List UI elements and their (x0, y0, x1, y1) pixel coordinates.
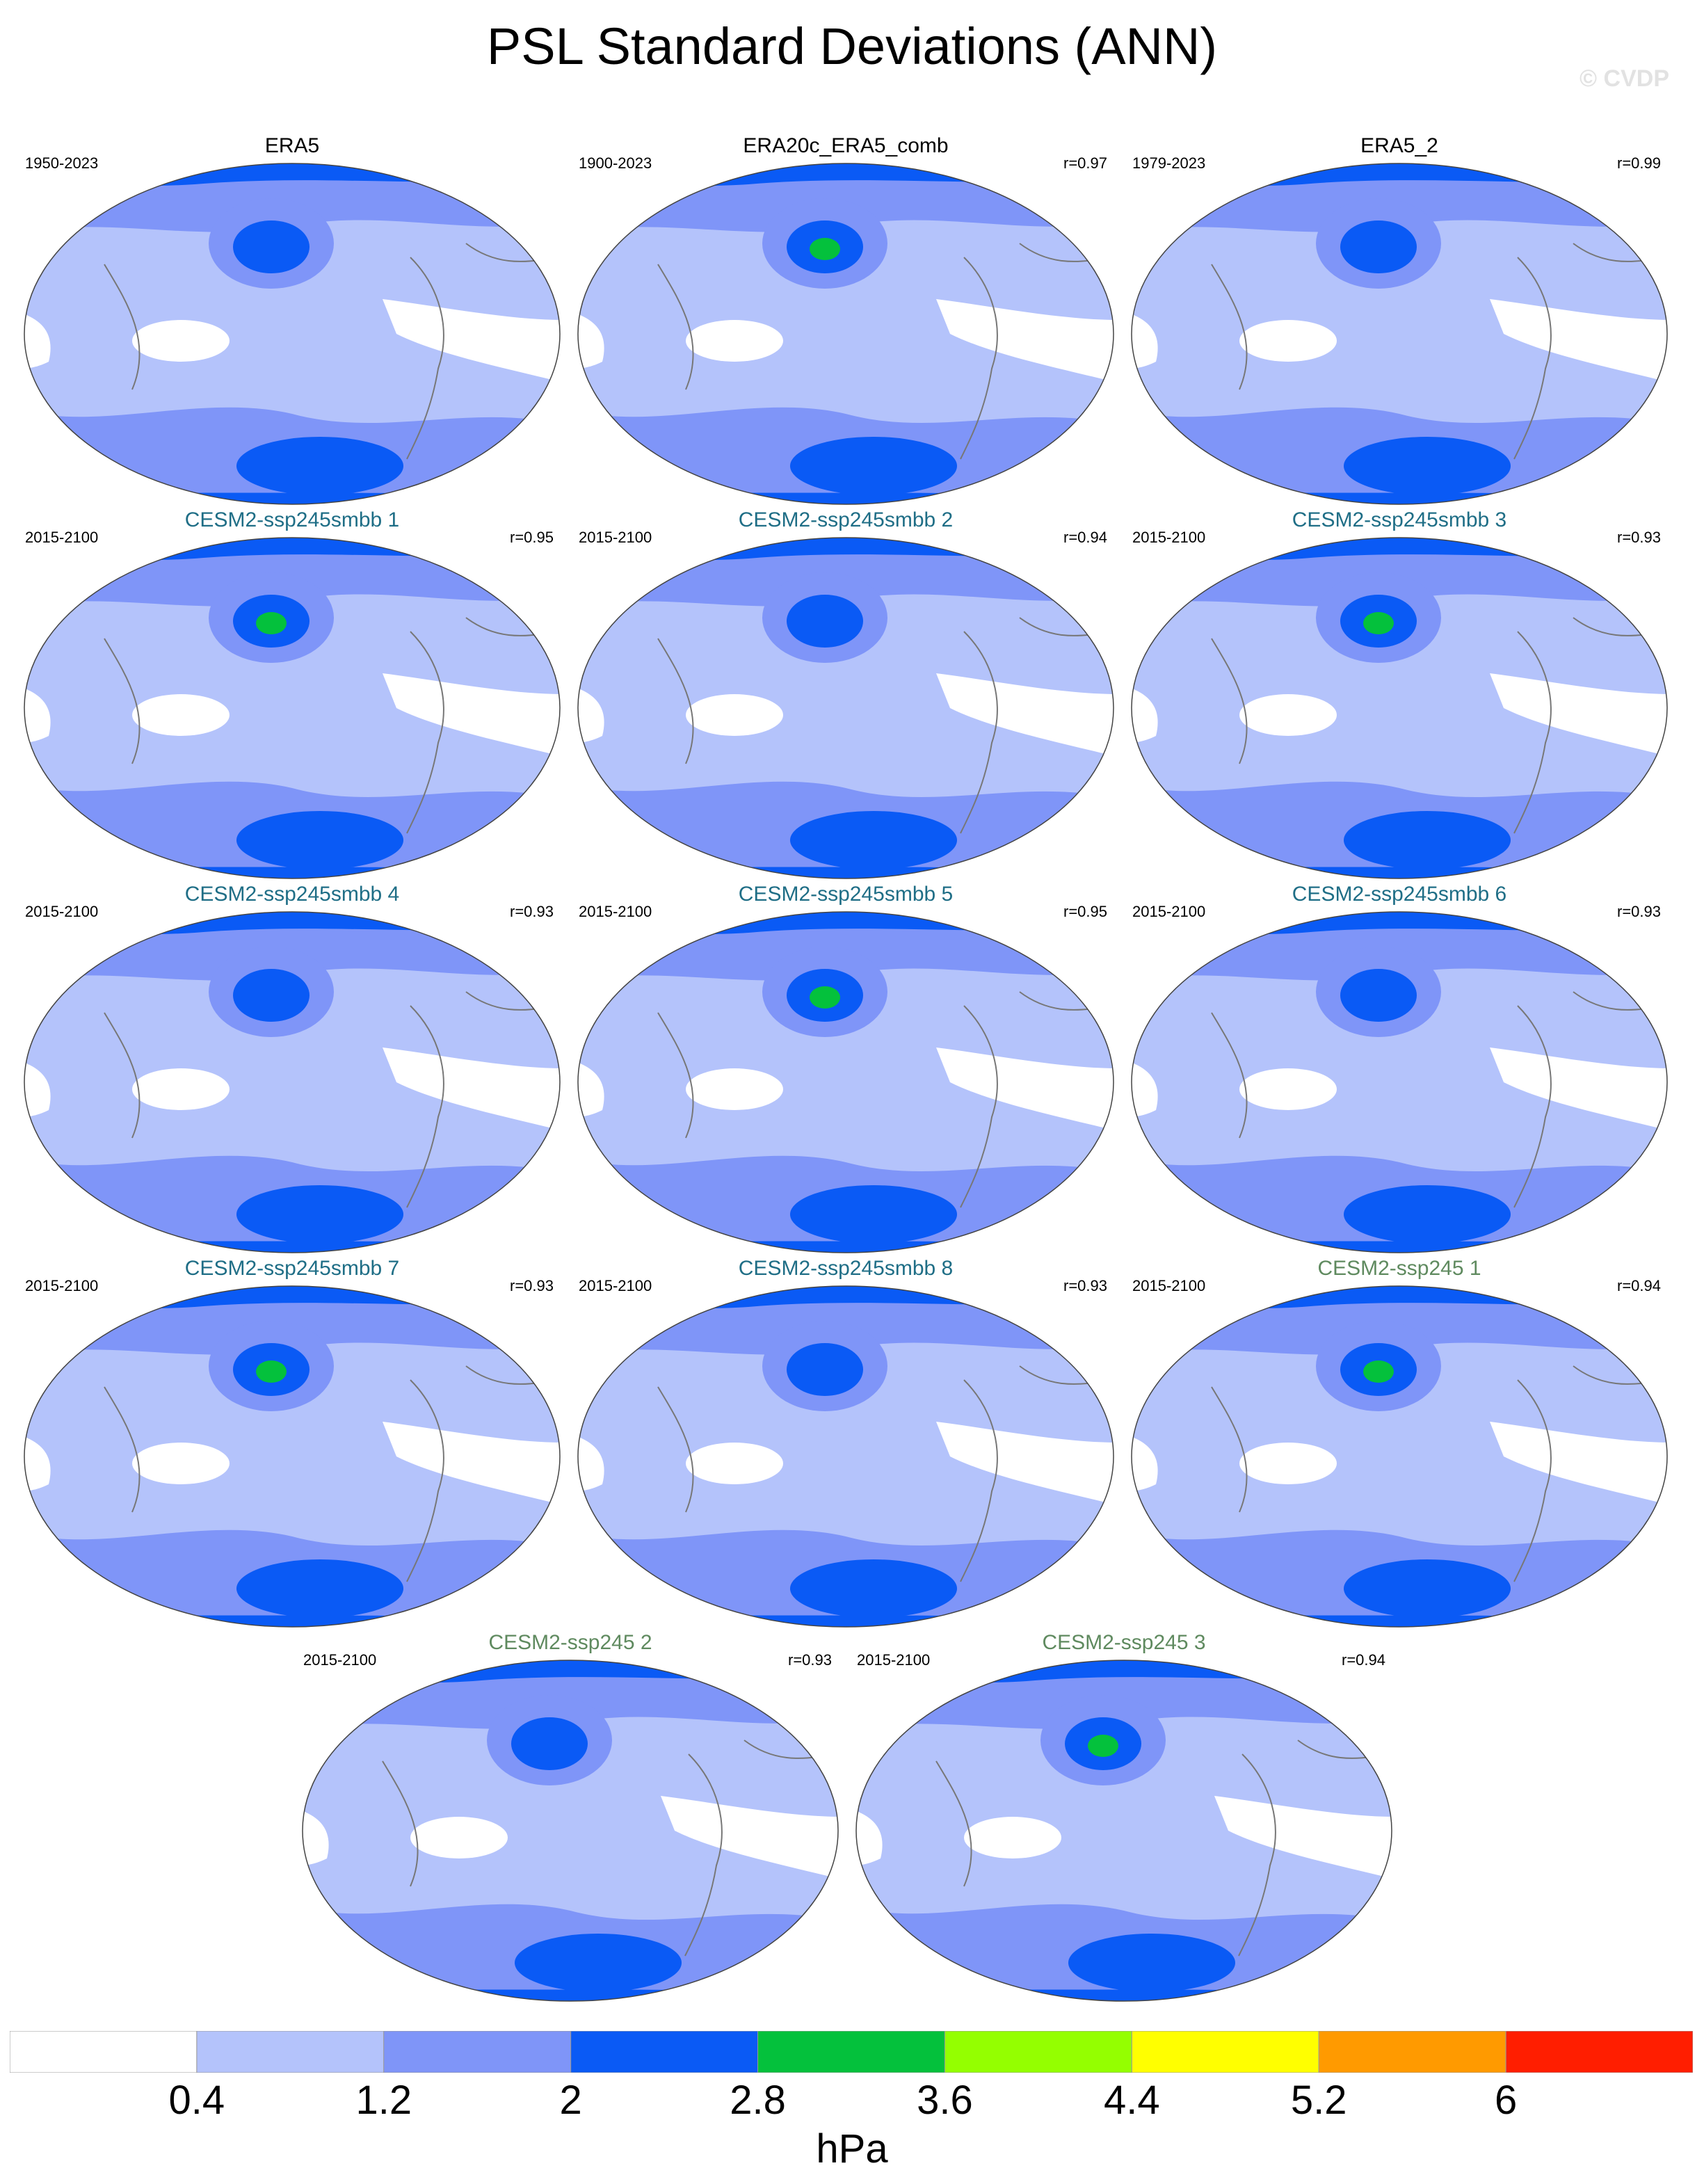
panel-period: 2015-2100 (1132, 903, 1206, 920)
figure-title: PSL Standard Deviations (ANN) (486, 17, 1218, 75)
cvdp-credit: © CVDP (1580, 65, 1669, 92)
colorbar-tick-label: 3.6 (917, 2078, 973, 2123)
panel-correlation: r=0.93 (510, 903, 554, 920)
map-panel: CESM2-ssp245smbb 4 2015-2100 r=0.93 (21, 883, 563, 1256)
panel-correlation: r=0.93 (510, 1277, 554, 1294)
robinson-map (1131, 911, 1668, 1253)
panel-period: 2015-2100 (579, 903, 652, 920)
panel-period: 2015-2100 (1132, 1277, 1206, 1294)
panel-correlation: r=0.93 (788, 1651, 832, 1669)
map-panel: CESM2-ssp245 2 2015-2100 r=0.93 (299, 1631, 842, 2005)
robinson-map (577, 1285, 1114, 1628)
robinson-map (24, 537, 561, 879)
map-panel: CESM2-ssp245smbb 6 2015-2100 r=0.93 (1128, 883, 1671, 1256)
colorbar-tick-label: 0.4 (168, 2078, 225, 2123)
panel-title: CESM2-ssp245smbb 1 (184, 508, 400, 531)
panel-period: 1900-2023 (579, 154, 652, 172)
colorbar-tick-label: 4.4 (1104, 2078, 1160, 2123)
colorbar-box (196, 2031, 385, 2073)
colorbar-box (1318, 2031, 1506, 2073)
panel-period: 1950-2023 (25, 154, 99, 172)
map-panel: CESM2-ssp245smbb 8 2015-2100 r=0.93 (574, 1257, 1117, 1630)
panel-title: CESM2-ssp245 1 (1317, 1257, 1481, 1280)
robinson-map (302, 1660, 839, 2002)
colorbar-tick-label: 6 (1494, 2078, 1518, 2123)
colorbar-box (1505, 2031, 1693, 2073)
colorbar-box (10, 2031, 198, 2073)
panel-correlation: r=0.99 (1617, 154, 1661, 172)
colorbar-box (570, 2031, 759, 2073)
colorbar-box (383, 2031, 572, 2073)
panel-title: CESM2-ssp245smbb 3 (1292, 508, 1507, 531)
panel-correlation: r=0.93 (1617, 903, 1661, 920)
panel-correlation: r=0.93 (1063, 1277, 1107, 1294)
map-panel: ERA20c_ERA5_comb 1900-2023 r=0.97 (574, 134, 1117, 508)
panel-title: CESM2-ssp245smbb 6 (1292, 883, 1507, 906)
map-panel: ERA5 1950-2023 (21, 134, 563, 508)
robinson-map (577, 163, 1114, 505)
panel-title: CESM2-ssp245smbb 8 (738, 1257, 954, 1280)
robinson-map (1131, 537, 1668, 879)
robinson-map (577, 537, 1114, 879)
panel-correlation: r=0.94 (1063, 529, 1107, 546)
colorbar-labels: 0.4 1.2 2 2.8 3.6 4.4 5.2 6 (0, 2076, 1704, 2132)
colorbar-tick-label: 2 (559, 2078, 582, 2123)
colorbar-box (944, 2031, 1132, 2073)
robinson-map (1131, 1285, 1668, 1628)
map-panel: CESM2-ssp245smbb 5 2015-2100 r=0.95 (574, 883, 1117, 1256)
robinson-map (24, 163, 561, 505)
map-panel: CESM2-ssp245 3 2015-2100 r=0.94 (853, 1631, 1395, 2005)
panel-title: ERA5 (264, 134, 320, 157)
panel-title: CESM2-ssp245smbb 2 (738, 508, 954, 531)
map-panel: CESM2-ssp245smbb 7 2015-2100 r=0.93 (21, 1257, 563, 1630)
robinson-map (24, 1285, 561, 1628)
robinson-map (855, 1660, 1392, 2002)
panel-correlation: r=0.95 (1063, 903, 1107, 920)
panel-correlation: r=0.93 (1617, 529, 1661, 546)
panel-period: 2015-2100 (25, 529, 99, 546)
colorbar-tick-label: 5.2 (1290, 2078, 1347, 2123)
robinson-map (24, 911, 561, 1253)
panel-correlation: r=0.94 (1617, 1277, 1661, 1294)
panel-correlation: r=0.97 (1063, 154, 1107, 172)
map-panel: ERA5_2 1979-2023 r=0.99 (1128, 134, 1671, 508)
map-panel: CESM2-ssp245smbb 3 2015-2100 r=0.93 (1128, 508, 1671, 882)
panel-period: 1979-2023 (1132, 154, 1206, 172)
panel-period: 2015-2100 (25, 903, 99, 920)
panel-period: 2015-2100 (303, 1651, 377, 1669)
panel-title: ERA20c_ERA5_comb (743, 134, 949, 157)
panel-period: 2015-2100 (857, 1651, 931, 1669)
colorbar-units: hPa (816, 2126, 888, 2171)
colorbar (10, 2031, 1693, 2073)
colorbar-tick-label: 2.8 (730, 2078, 786, 2123)
map-panel: CESM2-ssp245smbb 2 2015-2100 r=0.94 (574, 508, 1117, 882)
colorbar-tick-label: 1.2 (355, 2078, 412, 2123)
panel-period: 2015-2100 (1132, 529, 1206, 546)
map-panel: CESM2-ssp245 1 2015-2100 r=0.94 (1128, 1257, 1671, 1630)
panel-title: ERA5_2 (1360, 134, 1438, 157)
panel-title: CESM2-ssp245smbb 7 (184, 1257, 400, 1280)
panel-title: CESM2-ssp245 3 (1042, 1631, 1206, 1654)
robinson-map (577, 911, 1114, 1253)
panel-correlation: r=0.95 (510, 529, 554, 546)
colorbar-box (1131, 2031, 1319, 2073)
panel-title: CESM2-ssp245 2 (488, 1631, 652, 1654)
colorbar-box (757, 2031, 945, 2073)
panel-period: 2015-2100 (579, 529, 652, 546)
panel-title: CESM2-ssp245smbb 4 (184, 883, 400, 906)
map-panel: CESM2-ssp245smbb 1 2015-2100 r=0.95 (21, 508, 563, 882)
panel-title: CESM2-ssp245smbb 5 (738, 883, 954, 906)
panel-period: 2015-2100 (25, 1277, 99, 1294)
robinson-map (1131, 163, 1668, 505)
panel-correlation: r=0.94 (1342, 1651, 1385, 1669)
panel-period: 2015-2100 (579, 1277, 652, 1294)
